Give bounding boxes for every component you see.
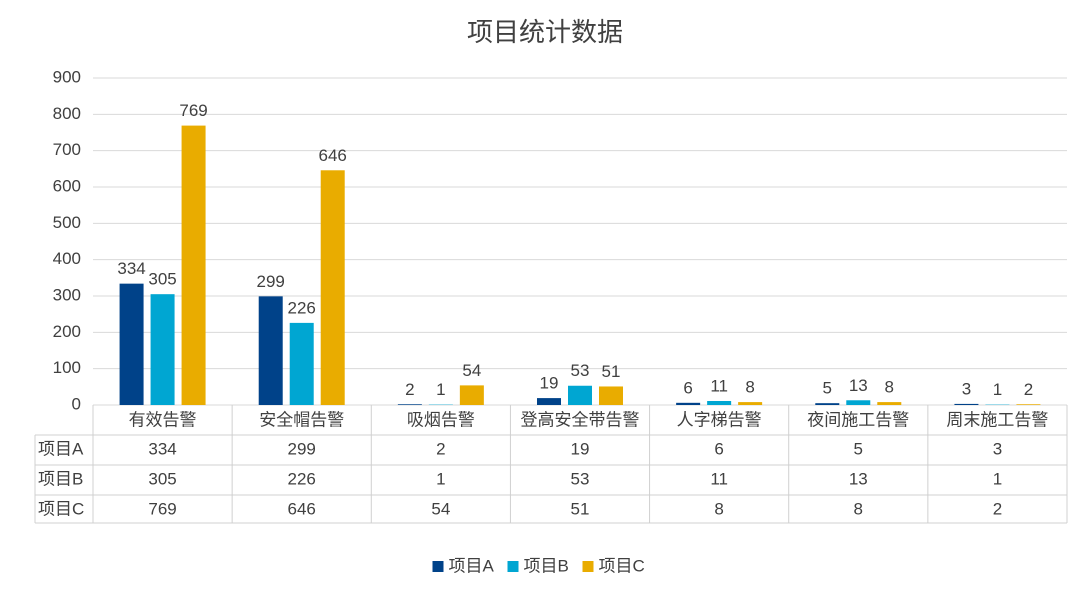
- data-label: 1: [436, 380, 445, 399]
- table-cell: 3: [993, 439, 1002, 458]
- data-label: 226: [288, 298, 316, 317]
- table-cell: 299: [288, 439, 316, 458]
- table-cell: 54: [431, 499, 450, 518]
- bar: [877, 402, 902, 405]
- bar: [459, 385, 484, 405]
- x-tick-label: 有效告警: [129, 410, 197, 429]
- y-tick-label: 100: [53, 358, 81, 377]
- table-cell: 2: [993, 499, 1002, 518]
- y-tick-label: 700: [53, 140, 81, 159]
- bar: [181, 125, 206, 405]
- data-label: 11: [710, 376, 728, 395]
- data-label: 19: [540, 374, 559, 393]
- bar: [815, 403, 840, 405]
- table-cell: 2: [436, 439, 445, 458]
- y-tick-label: 0: [72, 394, 81, 413]
- bar: [954, 403, 979, 405]
- table-cell: 19: [571, 439, 590, 458]
- data-label: 769: [179, 101, 207, 120]
- data-label: 334: [117, 259, 145, 278]
- table-cell: 13: [849, 469, 868, 488]
- x-tick-label: 周末施工告警: [946, 410, 1048, 429]
- y-tick-label: 500: [53, 213, 81, 232]
- table-cell: 11: [710, 469, 728, 488]
- bar: [599, 386, 623, 405]
- table-cell: 1: [436, 469, 445, 488]
- y-tick-label: 400: [53, 249, 81, 268]
- bar: [150, 294, 175, 405]
- bar: [568, 385, 592, 405]
- x-tick-label: 人字梯告警: [677, 410, 762, 429]
- table-cell: 8: [714, 499, 723, 518]
- data-label: 8: [745, 378, 754, 397]
- table-cell: 8: [854, 499, 863, 518]
- data-label: 646: [319, 146, 347, 165]
- data-label: 2: [1024, 380, 1033, 399]
- y-tick-label: 900: [53, 67, 81, 86]
- data-label: 8: [885, 378, 894, 397]
- data-label: 1: [993, 380, 1002, 399]
- bar: [258, 296, 283, 405]
- table-cell: 6: [714, 439, 723, 458]
- x-tick-label: 夜间施工告警: [807, 410, 909, 429]
- bar: [537, 398, 561, 405]
- bar: [707, 401, 732, 405]
- table-cell: 1: [993, 469, 1002, 488]
- data-label: 13: [849, 376, 868, 395]
- bar: [289, 322, 314, 405]
- table-row-label: 项目B: [38, 469, 83, 488]
- legend-label: 项目A: [449, 556, 495, 575]
- table-cell: 5: [854, 439, 863, 458]
- data-label: 53: [571, 361, 590, 380]
- bar: [320, 170, 345, 405]
- legend-label: 项目C: [599, 556, 645, 575]
- x-tick-label: 吸烟告警: [407, 410, 475, 429]
- legend-swatch: [507, 561, 519, 572]
- bar: [676, 402, 701, 405]
- table-row-label: 项目C: [38, 499, 84, 518]
- data-label: 305: [148, 270, 176, 289]
- legend-label: 项目B: [524, 556, 569, 575]
- data-label: 3: [962, 379, 971, 398]
- table-cell: 646: [288, 499, 316, 518]
- data-label: 2: [405, 380, 414, 399]
- x-tick-label: 登高安全带告警: [521, 410, 640, 429]
- table-cell: 769: [148, 499, 176, 518]
- bar: [846, 400, 871, 405]
- bar: [738, 402, 763, 405]
- legend-swatch: [432, 561, 444, 572]
- table-cell: 53: [571, 469, 590, 488]
- data-label: 54: [462, 361, 481, 380]
- table-cell: 305: [148, 469, 176, 488]
- legend-swatch: [582, 561, 594, 572]
- data-label: 6: [683, 378, 692, 397]
- table-cell: 334: [148, 439, 176, 458]
- y-tick-label: 300: [53, 285, 81, 304]
- y-tick-label: 200: [53, 322, 81, 341]
- bar: [1016, 404, 1041, 405]
- bar: [119, 283, 144, 405]
- table-row-label: 项目A: [38, 439, 84, 458]
- table-cell: 51: [571, 499, 590, 518]
- data-label: 5: [823, 379, 832, 398]
- x-tick-label: 安全帽告警: [259, 410, 344, 429]
- chart-title: 项目统计数据: [467, 17, 623, 47]
- data-label: 51: [602, 362, 621, 381]
- y-tick-label: 800: [53, 104, 81, 123]
- table-cell: 226: [288, 469, 316, 488]
- data-label: 299: [257, 272, 285, 291]
- y-tick-label: 600: [53, 176, 81, 195]
- bar: [397, 404, 422, 405]
